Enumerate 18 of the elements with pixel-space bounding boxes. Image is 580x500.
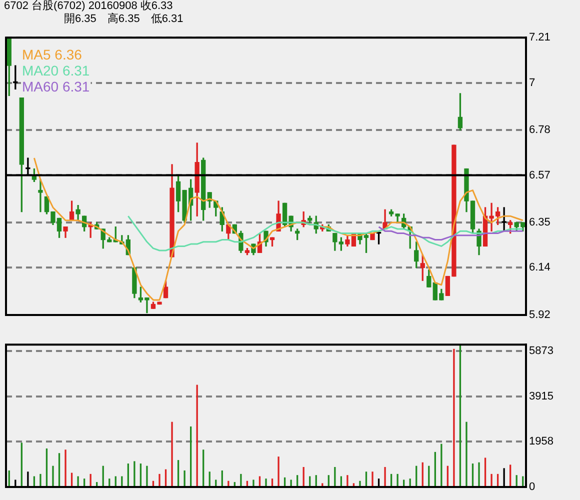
y-tick-label: 7.21 bbox=[529, 32, 550, 44]
y-tick-label: 5873 bbox=[529, 345, 554, 358]
y-tick-label: 1958 bbox=[529, 436, 554, 448]
y-tick-label: 6.35 bbox=[529, 216, 550, 229]
text: MA20 6.31 bbox=[22, 62, 90, 78]
y-tick-label: 3915 bbox=[529, 390, 554, 402]
text: MA60 6.31 bbox=[22, 78, 90, 94]
candlestick bbox=[38, 179, 43, 212]
y-tick-label: 6.57 bbox=[529, 169, 550, 182]
y-tick-label: 7 bbox=[529, 76, 536, 89]
y-tick-label: 6.14 bbox=[529, 262, 550, 274]
chart-subtitle: 開6.35 高6.35 低6.31 bbox=[63, 13, 184, 26]
text: MA5 6.36 bbox=[22, 46, 82, 62]
chart-title: 6702 台股(6702) 20160908 收6.33 bbox=[4, 0, 174, 12]
y-tick-label: 5.92 bbox=[529, 309, 550, 322]
candlestick bbox=[502, 207, 506, 232]
y-tick-label: 0 bbox=[529, 481, 536, 494]
y-tick-label: 6.78 bbox=[529, 124, 550, 136]
